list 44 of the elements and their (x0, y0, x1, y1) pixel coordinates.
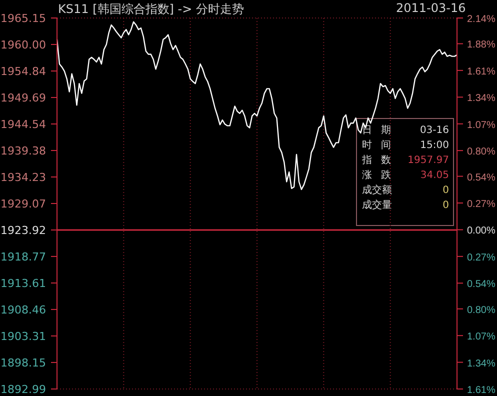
y-tick-label: 1960.00 (0, 38, 46, 52)
annotation: 日期 (362, 124, 400, 138)
y2-tick-label: 0.00% (467, 226, 496, 237)
annotation: 15:00 (420, 139, 449, 153)
y2-tick-label: 0.80% (467, 146, 496, 158)
annotation: 03-16 (420, 124, 449, 138)
y-tick-label: 1913.61 (0, 276, 46, 290)
annotation: 时间 (362, 138, 400, 153)
y2-tick-label: 1.07% (467, 332, 496, 343)
y-tick-label: 1949.69 (0, 91, 46, 104)
annotation: 34.05 (420, 169, 449, 183)
y2-tick-label: 0.27% (467, 199, 496, 210)
y2-tick-label: 1.88% (467, 40, 496, 51)
annotation: 成交量 (362, 198, 392, 213)
y2-tick-label: 1.07% (467, 120, 496, 131)
annotation: 0 (442, 199, 449, 213)
y2-tick-label: 0.27% (467, 252, 496, 264)
chart-title: KS11 [韩国综合指数] -> 分时走势 (58, 1, 244, 18)
annotation: 1957.97 (408, 154, 449, 168)
y-tick-label: 1929.07 (0, 198, 46, 210)
y-tick-label: 1934.23 (0, 170, 46, 184)
y2-tick-label: 0.54% (467, 172, 496, 184)
y2-tick-label: 1.61% (467, 385, 496, 396)
y-tick-label: 1908.46 (0, 303, 46, 316)
y2-tick-label: 1.34% (467, 358, 496, 370)
y-tick-label: 1939.38 (0, 144, 46, 158)
annotation: 指数 (362, 154, 400, 168)
annotation: 0 (442, 184, 449, 198)
y2-tick-label: 0.80% (467, 304, 496, 316)
y-tick-label: 1918.77 (0, 250, 46, 264)
y-tick-label: 1944.54 (0, 118, 46, 131)
y-tick-label: 1892.99 (0, 383, 46, 396)
y-tick-label: 1965.15 (0, 12, 46, 25)
annotation: 成交额 (362, 184, 392, 198)
y-tick-label: 1923.92 (0, 224, 46, 237)
y2-tick-label: 2.14% (467, 14, 496, 25)
annotation: 涨跌 (362, 168, 400, 183)
y-tick-label: 1898.15 (0, 356, 46, 370)
y2-tick-label: 1.34% (467, 93, 496, 104)
y-tick-label: 1954.84 (0, 65, 46, 78)
y2-tick-label: 0.54% (467, 279, 496, 290)
y-tick-label: 1903.31 (0, 330, 46, 343)
chart-subtitle: 2011-03-16 (396, 1, 466, 15)
y2-tick-label: 1.61% (467, 66, 496, 78)
